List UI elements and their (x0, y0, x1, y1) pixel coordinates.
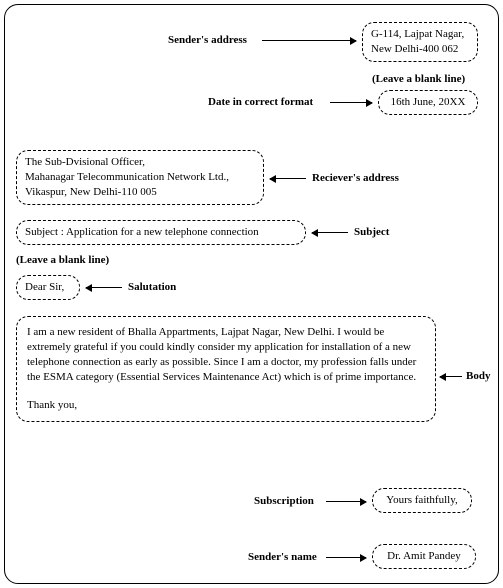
arrow-icon (440, 376, 462, 377)
sender-name-box: Dr. Amit Pandey (372, 544, 476, 569)
subscription-box: Yours faithfully, (372, 488, 472, 513)
date-box: 16th June, 20XX (378, 90, 478, 115)
arrow-icon (330, 102, 372, 103)
label-subscription: Subscription (254, 495, 314, 507)
sender-address-box: G-114, Lajpat Nagar, New Delhi-400 062 (362, 22, 478, 62)
arrow-icon (270, 178, 306, 179)
receiver-box: The Sub-Dvisional Officer, Mahanagar Tel… (16, 150, 264, 205)
salutation-box: Dear Sir, (16, 275, 80, 300)
label-subject: Subject (354, 226, 389, 238)
note-blank-1: (Leave a blank line) (372, 73, 465, 85)
arrow-icon (312, 232, 348, 233)
label-date: Date in correct format (208, 96, 313, 108)
subject-box: Subject : Application for a new telephon… (16, 220, 306, 245)
note-blank-2: (Leave a blank line) (16, 254, 109, 266)
label-receiver: Reciever's address (312, 172, 399, 184)
arrow-icon (86, 287, 122, 288)
label-sender-name: Sender's name (248, 551, 317, 563)
arrow-icon (262, 40, 356, 41)
body-text: I am a new resident of Bhalla Appartment… (27, 325, 425, 384)
body-box: I am a new resident of Bhalla Appartment… (16, 316, 436, 422)
thanks-text: Thank you, (27, 398, 425, 413)
label-body: Body (466, 370, 490, 382)
arrow-icon (326, 501, 366, 502)
label-sender-address: Sender's address (168, 34, 247, 46)
label-salutation: Salutation (128, 281, 176, 293)
arrow-icon (326, 557, 366, 558)
